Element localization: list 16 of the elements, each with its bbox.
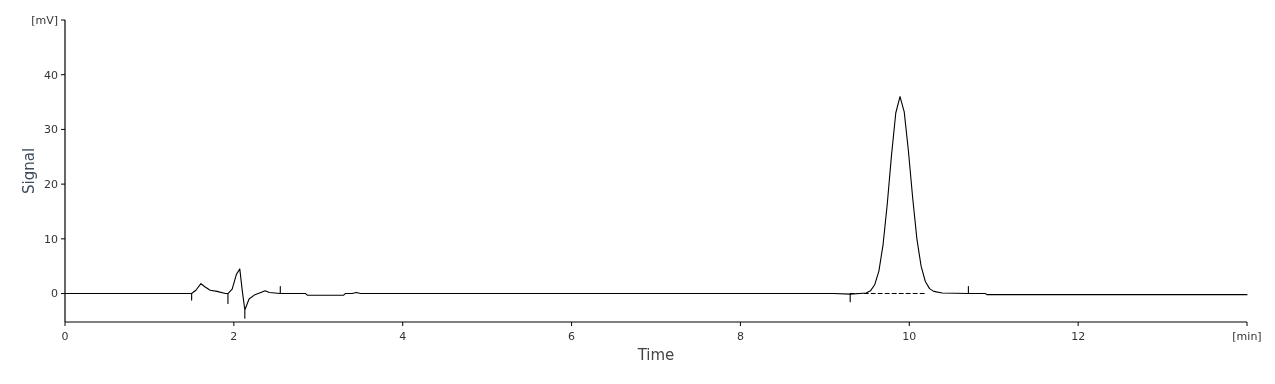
- x-tick-label: 10: [902, 330, 917, 343]
- x-tick-label: 4: [399, 330, 407, 343]
- y-tick-label: 40: [44, 68, 58, 82]
- x-tick-label: 0: [61, 330, 69, 343]
- y-axis-title: Signal: [20, 147, 38, 195]
- x-tick-label: 12: [1071, 330, 1086, 343]
- y-tick-label: 30: [44, 123, 58, 137]
- y-tick-label: 0: [51, 287, 58, 301]
- x-tick-label: 6: [568, 330, 576, 343]
- y-tick-label: 20: [44, 177, 58, 191]
- y-tick-label: 10: [44, 232, 58, 246]
- x-tick-label: 2: [230, 330, 238, 343]
- y-tick-label: [mV]: [31, 13, 58, 27]
- x-tick-label: 8: [736, 330, 744, 343]
- x-axis-title: Time: [636, 346, 675, 364]
- x-tick-label: [min]: [1232, 330, 1262, 343]
